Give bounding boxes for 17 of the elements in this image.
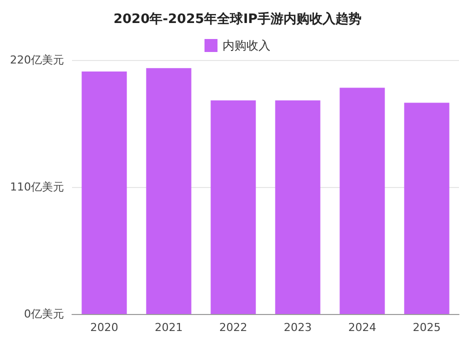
y-tick-label: 220亿美元	[10, 54, 64, 66]
y-tick-label: 110亿美元	[10, 180, 64, 194]
bar	[82, 72, 127, 314]
x-tick-label: 2020	[90, 321, 118, 334]
bar	[210, 100, 256, 314]
x-tick-label: 2025	[412, 321, 441, 334]
y-tick-label: 0亿美元	[24, 308, 64, 320]
legend-label: 内购收入	[222, 38, 270, 52]
x-tick-label: 2023	[284, 321, 312, 334]
bar	[146, 68, 192, 314]
chart-title: 2020年-2025年全球IP手游内购收入趋势	[113, 11, 362, 27]
x-tick-label: 2022	[219, 321, 248, 334]
bar	[404, 102, 450, 314]
x-tick-label: 2021	[154, 321, 183, 334]
bar	[340, 88, 385, 314]
bar	[275, 100, 320, 314]
x-tick-label: 2024	[348, 321, 376, 334]
